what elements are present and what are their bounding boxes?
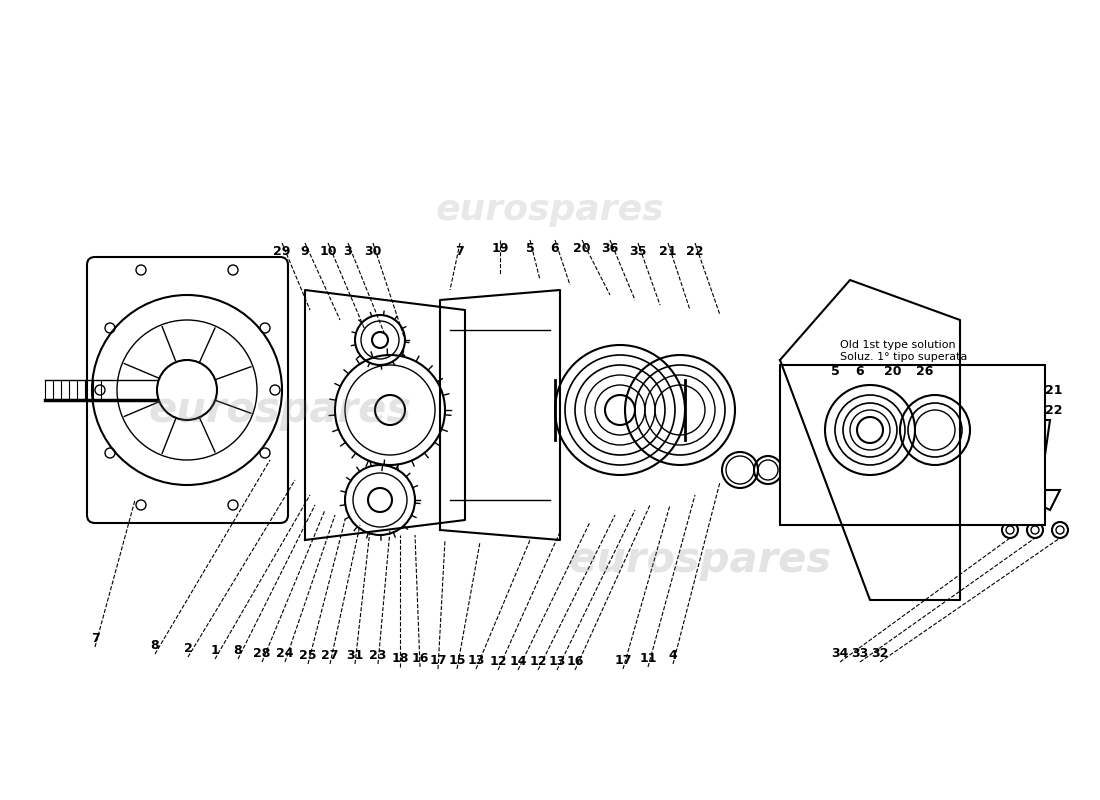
Text: 12: 12 [529, 655, 547, 668]
Text: 35: 35 [629, 245, 647, 258]
Text: 21: 21 [659, 245, 676, 258]
Text: 8: 8 [233, 644, 242, 657]
Text: 30: 30 [364, 245, 382, 258]
Text: 27: 27 [321, 649, 339, 662]
Text: 14: 14 [509, 655, 527, 668]
Text: 13: 13 [548, 655, 565, 668]
Text: 22: 22 [686, 245, 704, 258]
Text: 3: 3 [343, 245, 352, 258]
Text: 7: 7 [90, 632, 99, 645]
Text: 1: 1 [210, 644, 219, 657]
Text: 29: 29 [273, 245, 290, 258]
Text: 34: 34 [832, 647, 849, 660]
Text: 11: 11 [639, 652, 657, 665]
Text: 8: 8 [151, 639, 160, 652]
Text: 21: 21 [1045, 383, 1063, 397]
Text: 28: 28 [253, 647, 271, 660]
Circle shape [157, 360, 217, 420]
Text: 13: 13 [468, 654, 485, 667]
Text: 12: 12 [490, 655, 507, 668]
Text: 9: 9 [300, 245, 309, 258]
Text: 16: 16 [566, 655, 584, 668]
Text: 17: 17 [614, 654, 631, 667]
Bar [780, 365, 1045, 525]
Text: Soluz. 1° tipo superata: Soluz. 1° tipo superata [840, 352, 967, 362]
Text: 10: 10 [319, 245, 337, 258]
Text: eurospares: eurospares [569, 539, 832, 581]
Text: eurospares: eurospares [148, 389, 411, 431]
Text: 16: 16 [411, 652, 429, 665]
Text: 6: 6 [856, 365, 865, 378]
Text: 6: 6 [551, 242, 559, 255]
Text: 5: 5 [830, 365, 839, 378]
Text: 31: 31 [346, 649, 364, 662]
Text: 19: 19 [492, 242, 508, 255]
Text: 7: 7 [455, 245, 464, 258]
Text: 17: 17 [429, 654, 447, 667]
Text: 20: 20 [573, 242, 591, 255]
Text: Old 1st type solution: Old 1st type solution [840, 340, 956, 350]
Text: 2: 2 [184, 642, 192, 655]
Text: 18: 18 [392, 652, 409, 665]
Text: 26: 26 [916, 365, 934, 378]
Text: 20: 20 [884, 365, 902, 378]
Text: eurospares: eurospares [436, 193, 664, 227]
Text: 24: 24 [276, 647, 294, 660]
Text: 36: 36 [602, 242, 618, 255]
Text: 33: 33 [851, 647, 869, 660]
Text: 25: 25 [299, 649, 317, 662]
Text: 5: 5 [526, 242, 535, 255]
Text: 32: 32 [871, 647, 889, 660]
Text: 23: 23 [370, 649, 387, 662]
Text: 22: 22 [1045, 403, 1063, 417]
Text: 15: 15 [449, 654, 465, 667]
Text: 4: 4 [669, 649, 678, 662]
